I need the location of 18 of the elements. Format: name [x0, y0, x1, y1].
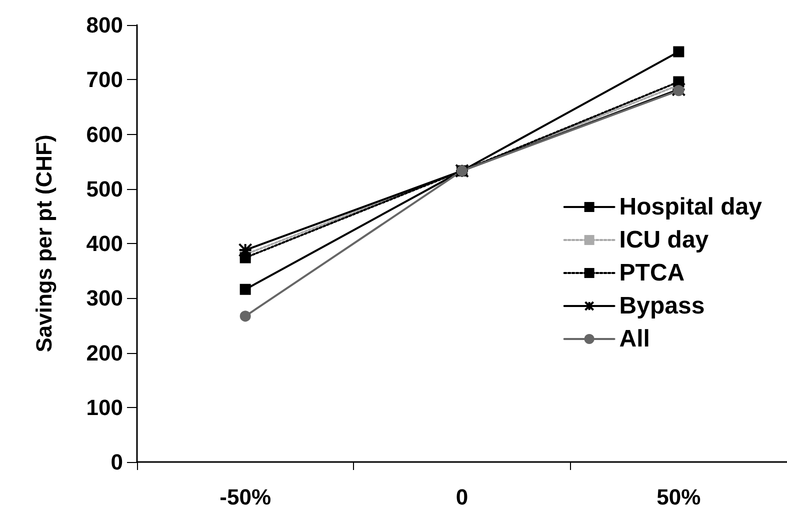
y-tick-label: 100 — [86, 394, 123, 420]
y-tick-label: 300 — [86, 286, 123, 311]
y-tick-label: 400 — [86, 231, 123, 256]
y-tick-label: 700 — [86, 67, 123, 92]
legend-label: Bypass — [619, 292, 705, 320]
x-tick-label: 0 — [456, 484, 468, 510]
y-axis-title: Savings per pt (CHF) — [32, 134, 56, 352]
y-tick-label: 0 — [110, 450, 123, 474]
legend-label: PTCA — [619, 260, 685, 286]
legend-label: ICU day — [619, 226, 710, 254]
y-tick-label: 600 — [86, 122, 123, 147]
legend-label: Hospital day — [619, 194, 763, 220]
x-tick-label: -50% — [220, 484, 272, 510]
y-tick-label: 200 — [86, 340, 123, 366]
legend-label: All — [619, 326, 650, 352]
y-tick-label: 500 — [86, 176, 123, 202]
y-tick-label: 800 — [86, 12, 123, 38]
x-tick-label: 50% — [656, 484, 701, 510]
